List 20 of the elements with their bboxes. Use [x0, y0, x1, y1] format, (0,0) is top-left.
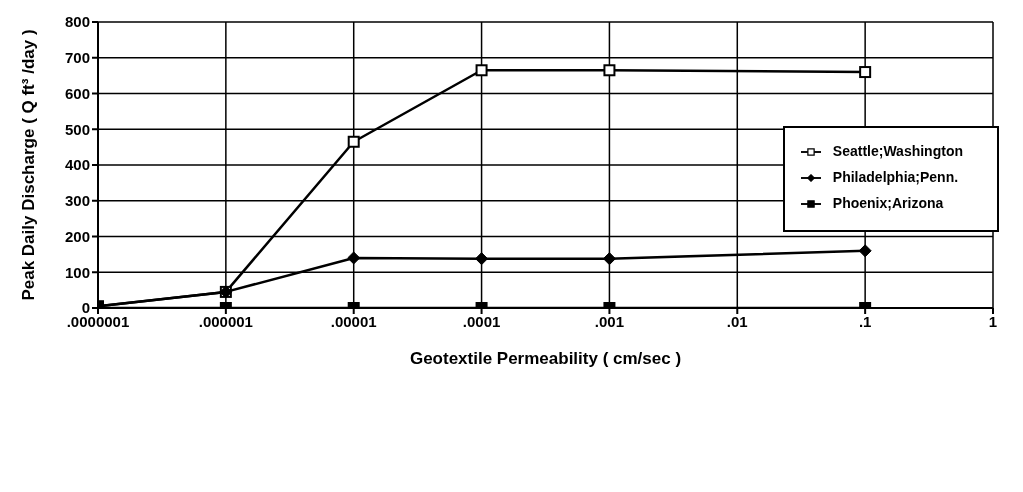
y-tick-label: 500 [64, 120, 90, 138]
x-tick-label: .001 [594, 312, 625, 330]
x-tick-label: .000001 [198, 312, 253, 330]
y-tick-label: 300 [64, 192, 90, 210]
y-axis-title: Peak Daily Discharge ( Q ft³ /day ) [19, 29, 39, 301]
x-tick-label: .1 [858, 312, 872, 330]
legend-label: Phoenix;Arizona [832, 195, 944, 211]
legend-label: Seattle;Washington [832, 143, 963, 159]
y-tick-label: 600 [64, 84, 90, 102]
x-tick-label: .00001 [330, 312, 377, 330]
legend-label: Philadelphia;Penn. [832, 169, 959, 185]
x-tick-label: 1 [988, 312, 998, 330]
y-tick-label: 100 [64, 263, 90, 281]
y-tick-label: 200 [64, 227, 90, 245]
x-axis-title: Geotextile Permeability ( cm/sec ) [409, 349, 682, 368]
x-tick-label: .0001 [462, 312, 501, 330]
x-tick-label: .01 [726, 312, 748, 330]
y-tick-label: 400 [64, 156, 90, 174]
y-tick-label: 700 [64, 49, 90, 67]
y-tick-label: 800 [64, 13, 90, 31]
